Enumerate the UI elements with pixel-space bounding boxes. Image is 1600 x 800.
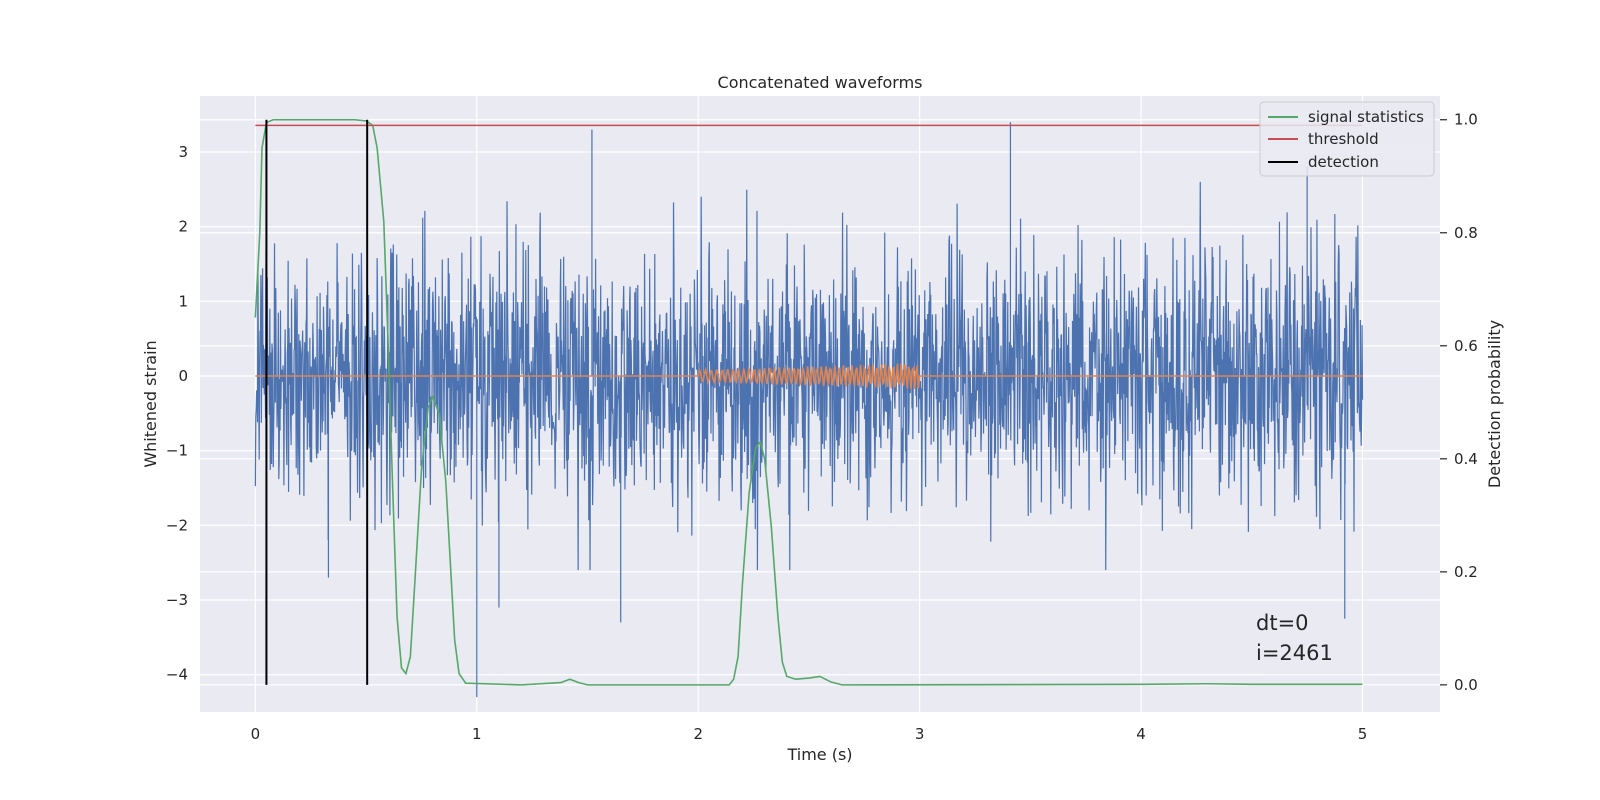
x-tick-label: 0 — [251, 725, 261, 743]
x-tick-label: 4 — [1136, 725, 1146, 743]
y-tick-label: −4 — [166, 666, 188, 684]
y2-tick-label: 0.4 — [1454, 450, 1478, 468]
y2-axis-label: Detection probability — [1485, 320, 1504, 488]
y-tick-label: −1 — [166, 442, 188, 460]
x-tick-label: 3 — [915, 725, 925, 743]
y-tick-label: −2 — [166, 516, 188, 534]
x-tick-label: 5 — [1358, 725, 1368, 743]
legend: signal statistics threshold detection — [1259, 101, 1435, 177]
y-tick-label: 0 — [178, 367, 188, 385]
legend-label-signal-statistics: signal statistics — [1308, 108, 1424, 126]
injected-chirp-series — [255, 363, 1363, 390]
y-tick-label: 1 — [178, 292, 188, 310]
y2-tick-label: 0.0 — [1454, 676, 1478, 694]
y2-tick-label: 0.6 — [1454, 337, 1478, 355]
annotation-i: i=2461 — [1256, 641, 1333, 665]
legend-label-detection: detection — [1308, 153, 1379, 171]
x-tick-label: 2 — [693, 725, 703, 743]
x-tick-label: 1 — [472, 725, 482, 743]
y-tick-label: 3 — [178, 143, 188, 161]
y-axis-label: Whitened strain — [141, 340, 160, 467]
y2-axis-ticks: 0.0 0.2 0.4 0.6 0.8 1.0 — [1440, 111, 1478, 694]
y2-tick-label: 0.8 — [1454, 224, 1478, 242]
y-axis-ticks: −4 −3 −2 −1 0 1 2 3 — [166, 143, 188, 684]
signal-statistics-series — [254, 118, 1363, 686]
detection-lines — [265, 119, 369, 685]
legend-label-threshold: threshold — [1308, 130, 1379, 148]
x-axis-label: Time (s) — [786, 745, 852, 764]
y-tick-label: 2 — [178, 218, 188, 236]
chart-title: Concatenated waveforms — [718, 73, 923, 92]
x-axis-ticks: 0 1 2 3 4 5 — [251, 725, 1368, 743]
y2-tick-label: 1.0 — [1454, 111, 1478, 129]
whitened-strain-series — [254, 122, 1364, 698]
legend-box — [1259, 101, 1435, 177]
y2-tick-label: 0.2 — [1454, 563, 1478, 581]
y-tick-label: −3 — [166, 591, 188, 609]
annotation-dt: dt=0 — [1256, 611, 1309, 635]
